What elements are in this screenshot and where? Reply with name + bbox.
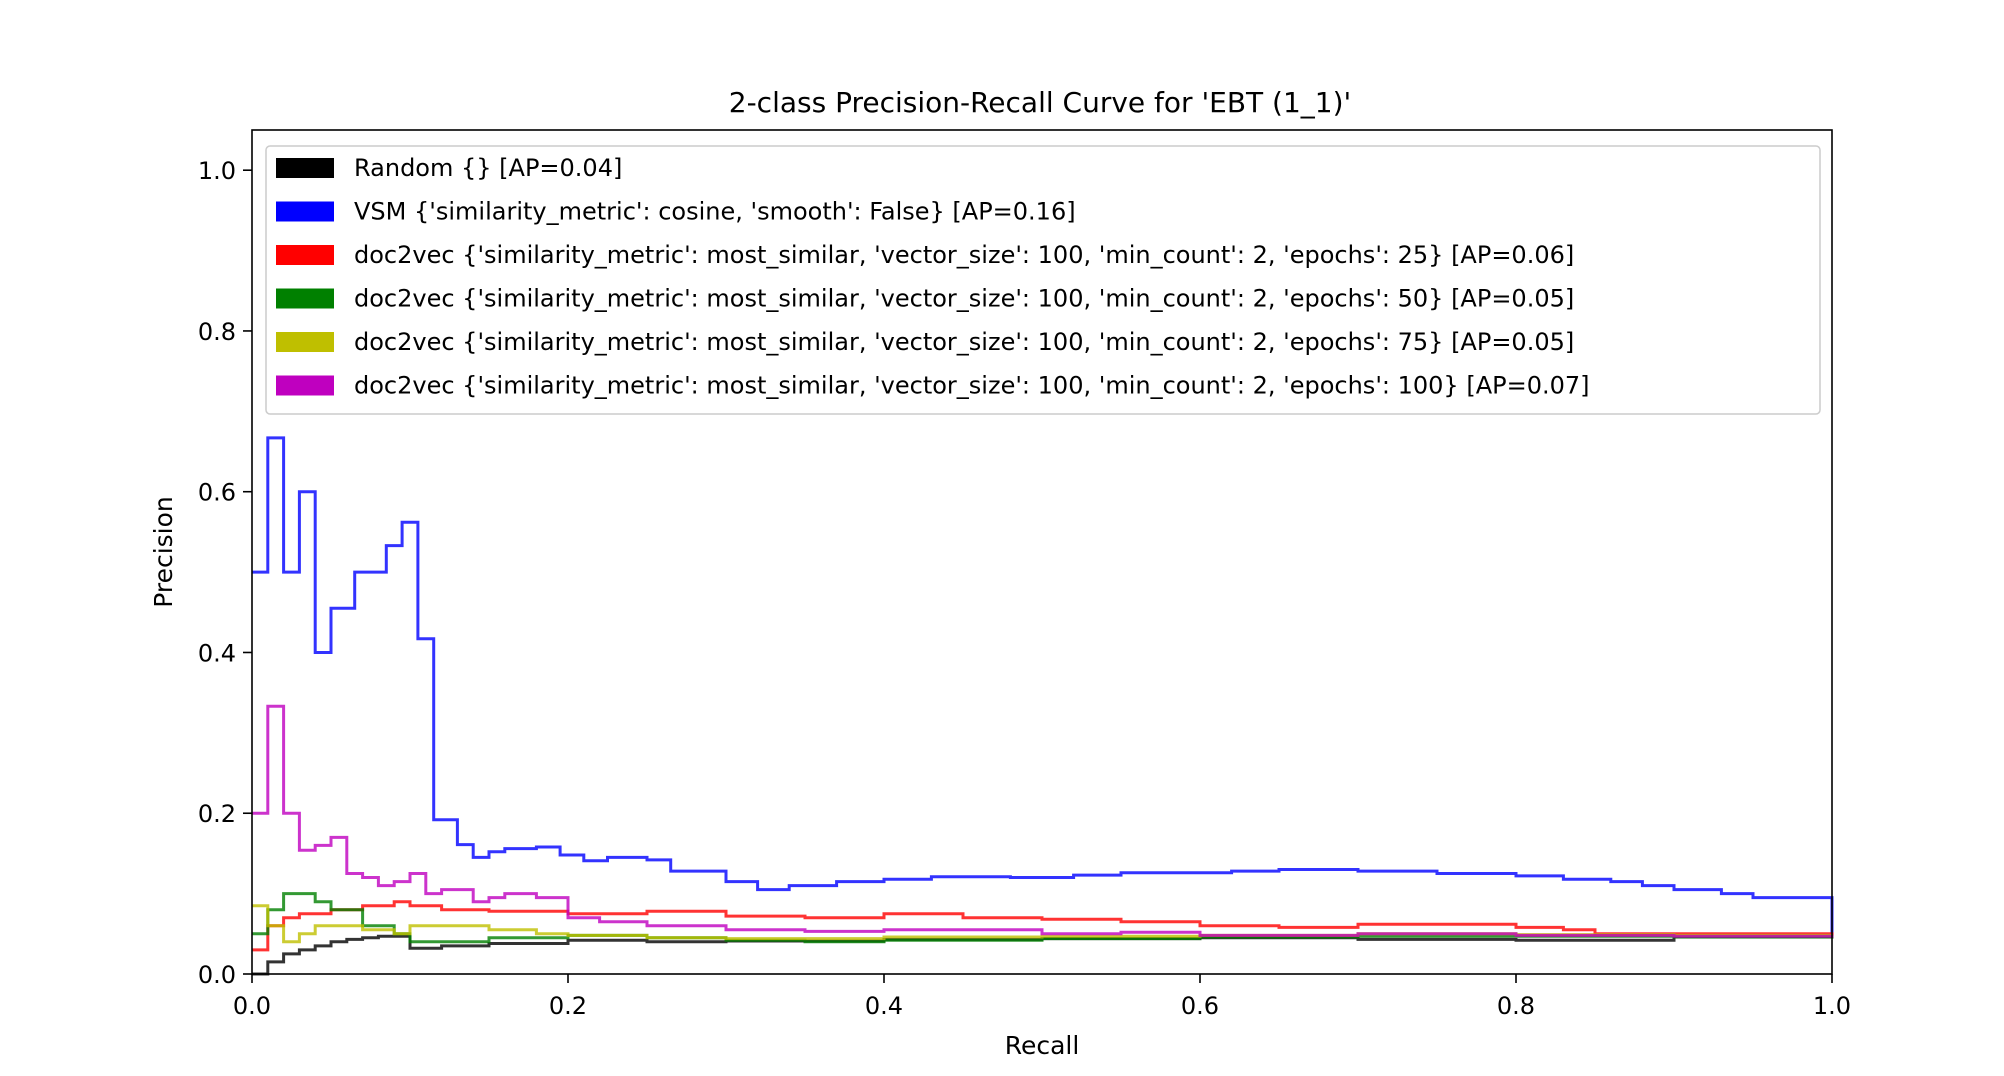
legend-swatch <box>276 375 334 396</box>
legend-swatch <box>276 158 334 178</box>
x-tick-label: 0.0 <box>233 992 271 1020</box>
x-tick-label: 0.6 <box>1181 992 1219 1020</box>
y-tick-label: 0.6 <box>198 479 236 507</box>
legend-label: doc2vec {'similarity_metric': most_simil… <box>354 241 1574 269</box>
y-tick-label: 0.8 <box>198 318 236 346</box>
series-line-5 <box>252 704 1834 938</box>
legend-label: doc2vec {'similarity_metric': most_simil… <box>354 328 1574 356</box>
x-axis: 0.0 0.2 0.4 0.6 0.8 1.0 <box>233 974 1851 1020</box>
legend-swatch <box>276 332 334 352</box>
legend: Random {} [AP=0.04] VSM {'similarity_metr… <box>265 145 1821 415</box>
legend-swatch <box>276 288 334 309</box>
legend-label: doc2vec {'similarity_metric': most_simil… <box>354 372 1590 400</box>
x-tick-label: 0.2 <box>549 992 587 1020</box>
legend-label: Random {} [AP=0.04] <box>354 154 622 182</box>
y-axis: 0.0 0.2 0.4 0.6 0.8 1.0 <box>198 157 252 989</box>
chart-title: 2-class Precision-Recall Curve for 'EBT … <box>729 86 1351 119</box>
x-tick-label: 0.8 <box>1497 992 1535 1020</box>
x-tick-label: 1.0 <box>1813 992 1851 1020</box>
y-tick-label: 0.0 <box>198 961 236 989</box>
x-tick-label: 0.4 <box>865 992 903 1020</box>
legend-swatch <box>276 201 334 222</box>
y-axis-label: Precision <box>149 496 178 608</box>
series-line-1 <box>252 436 1834 936</box>
legend-box <box>265 145 1821 415</box>
y-tick-label: 1.0 <box>198 157 236 185</box>
y-tick-label: 0.2 <box>198 800 236 828</box>
legend-entries: Random {} [AP=0.04] VSM {'similarity_metr… <box>276 154 1590 400</box>
y-tick-label: 0.4 <box>198 639 236 667</box>
legend-label: doc2vec {'similarity_metric': most_simil… <box>354 285 1574 313</box>
series-layer <box>252 436 1834 976</box>
legend-label: VSM {'similarity_metric': cosine, 'smoot… <box>354 198 1076 226</box>
legend-swatch <box>276 245 334 265</box>
plot-frame <box>251 129 1833 975</box>
x-axis-label: Recall <box>1005 1031 1080 1060</box>
